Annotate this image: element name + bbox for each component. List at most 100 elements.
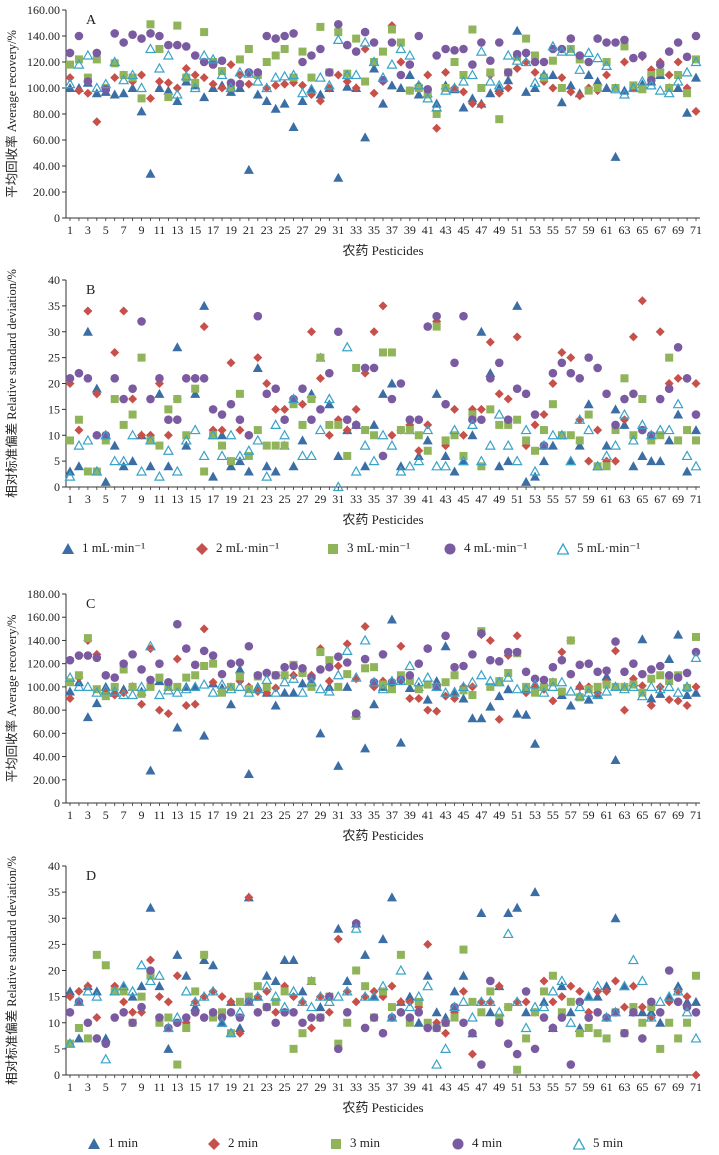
triangle-marker (65, 986, 75, 996)
diamond-marker (154, 992, 164, 1002)
x-tick-label: 43 (440, 492, 452, 506)
diamond-marker (280, 404, 290, 414)
circle-marker (539, 675, 549, 685)
diamond-marker (646, 1013, 656, 1023)
diamond-marker (619, 57, 629, 67)
triangle-open-marker (73, 439, 85, 450)
x-tick-label: 55 (547, 223, 559, 237)
square-marker (370, 431, 379, 440)
triangle-marker (369, 63, 380, 73)
diamond-marker (163, 430, 173, 440)
diamond-marker (637, 681, 647, 691)
triangle-marker (547, 440, 558, 450)
triangle-open-marker (91, 990, 103, 1001)
square-marker (575, 436, 584, 445)
triangle-marker (646, 456, 657, 466)
circle-marker (244, 68, 254, 77)
x-tick-label: 39 (404, 492, 416, 506)
square-marker (307, 682, 316, 691)
square-marker (173, 1060, 182, 1069)
square-marker (110, 395, 119, 404)
square-marker (307, 395, 316, 404)
x-tick-label: 61 (601, 492, 613, 506)
triangle-open-marker (681, 450, 693, 461)
circle-marker (369, 363, 379, 373)
square-marker (531, 1008, 540, 1017)
diamond-marker (396, 641, 406, 651)
triangle-open-marker (493, 79, 505, 90)
triangle-open-marker (413, 455, 425, 466)
diamond-marker (369, 88, 379, 98)
circle-marker (396, 675, 406, 685)
square-marker (638, 1018, 647, 1027)
diamond-marker (83, 88, 93, 98)
series-4 (65, 619, 701, 718)
triangle-open-marker (672, 686, 684, 697)
square-marker (289, 1044, 298, 1053)
circle-marker (682, 52, 692, 62)
circle-marker (611, 1008, 620, 1017)
x-tick-label: 65 (636, 492, 648, 506)
square-marker (387, 348, 396, 357)
x-tick-label: 33 (350, 1080, 362, 1094)
triangle-open-marker (395, 964, 407, 975)
triangle-open-marker (252, 75, 264, 86)
diamond-marker (512, 64, 522, 73)
triangle-open-marker (466, 676, 478, 687)
triangle-marker (360, 949, 371, 959)
circle-marker (226, 659, 236, 668)
x-tick-label: 5 (103, 1080, 109, 1094)
triangle-open-marker (136, 959, 148, 970)
diamond-marker (298, 997, 308, 1007)
circle-marker (235, 1013, 245, 1022)
circle-marker (217, 56, 227, 65)
triangle-marker (512, 300, 523, 310)
triangle-open-marker (171, 465, 183, 476)
circle-marker (369, 38, 379, 47)
diamond-marker (163, 709, 173, 719)
triangle-open-marker (556, 45, 568, 56)
diamond-marker (637, 1002, 647, 1012)
diamond-marker (548, 379, 558, 388)
triangle-open-marker (252, 683, 264, 694)
x-tick-label: 69 (672, 1080, 684, 1094)
triangle-marker (333, 760, 344, 770)
diamond-marker (566, 353, 576, 363)
triangle-open-marker (323, 393, 335, 404)
y-tick-label: 0 (54, 480, 60, 494)
square-marker (602, 1034, 611, 1043)
triangle-marker (610, 404, 621, 414)
triangle-open-marker (618, 980, 630, 991)
square-marker (66, 1039, 74, 1048)
triangle-open-marker (645, 681, 657, 691)
legend-label: 3 min (350, 1135, 380, 1150)
triangle-open-marker (243, 445, 255, 455)
triangle-open-marker (636, 690, 648, 701)
triangle-open-marker (100, 78, 112, 89)
x-tick-label: 41 (422, 808, 434, 822)
square-marker (83, 634, 92, 643)
x-tick-label: 63 (618, 492, 630, 506)
x-tick-label: 23 (261, 223, 273, 237)
x-tick-label: 17 (207, 1080, 219, 1094)
x-tick-label: 17 (207, 223, 219, 237)
triangle-marker-icon (88, 1138, 100, 1150)
x-tick-label: 65 (636, 1080, 648, 1094)
triangle-open-marker (404, 1001, 416, 1012)
triangle-marker (127, 456, 138, 466)
circle-marker (271, 34, 280, 43)
diamond-marker (611, 976, 621, 986)
triangle-marker (512, 902, 523, 912)
triangle-open-marker (162, 1022, 174, 1033)
diamond-marker (458, 986, 468, 996)
circle-marker (620, 35, 629, 45)
diamond-marker (485, 635, 495, 645)
triangle-open-marker (556, 429, 568, 440)
square-marker (137, 94, 146, 103)
square-marker (164, 1013, 173, 1022)
circle-marker (655, 661, 665, 671)
square-marker (396, 950, 405, 959)
square-marker (370, 663, 379, 672)
triangle-marker (234, 456, 245, 466)
square-marker (379, 987, 387, 996)
